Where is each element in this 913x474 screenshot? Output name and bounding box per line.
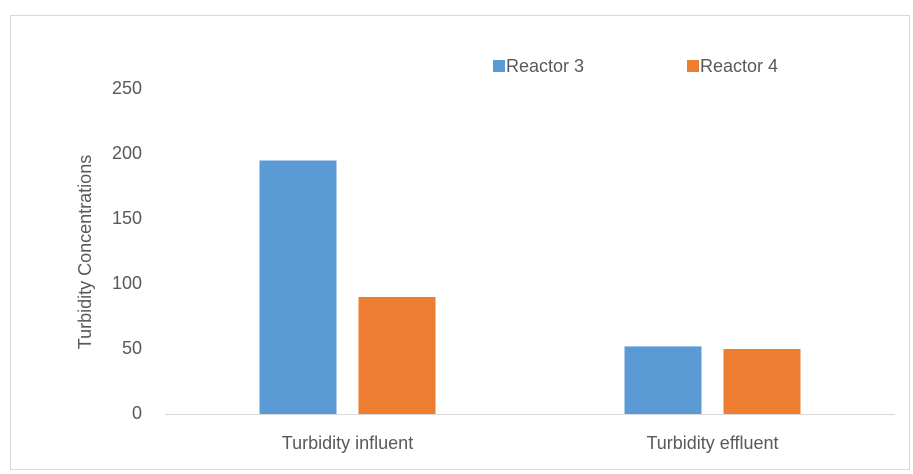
y-axis-title: Turbidity Concentrations: [75, 155, 95, 349]
bar: [358, 297, 436, 414]
y-tick-label: 100: [112, 273, 142, 293]
x-tick-label: Turbidity effluent: [646, 433, 778, 453]
legend-swatch: [687, 60, 699, 72]
bar: [259, 160, 337, 414]
y-tick-label: 0: [132, 403, 142, 423]
legend-label: Reactor 4: [700, 56, 778, 76]
bar: [723, 349, 801, 414]
y-tick-label: 50: [122, 338, 142, 358]
x-tick-label: Turbidity influent: [282, 433, 413, 453]
y-tick-label: 150: [112, 208, 142, 228]
y-tick-label: 250: [112, 78, 142, 98]
legend-label: Reactor 3: [506, 56, 584, 76]
bar: [624, 346, 702, 414]
y-tick-label: 200: [112, 143, 142, 163]
legend-swatch: [493, 60, 505, 72]
